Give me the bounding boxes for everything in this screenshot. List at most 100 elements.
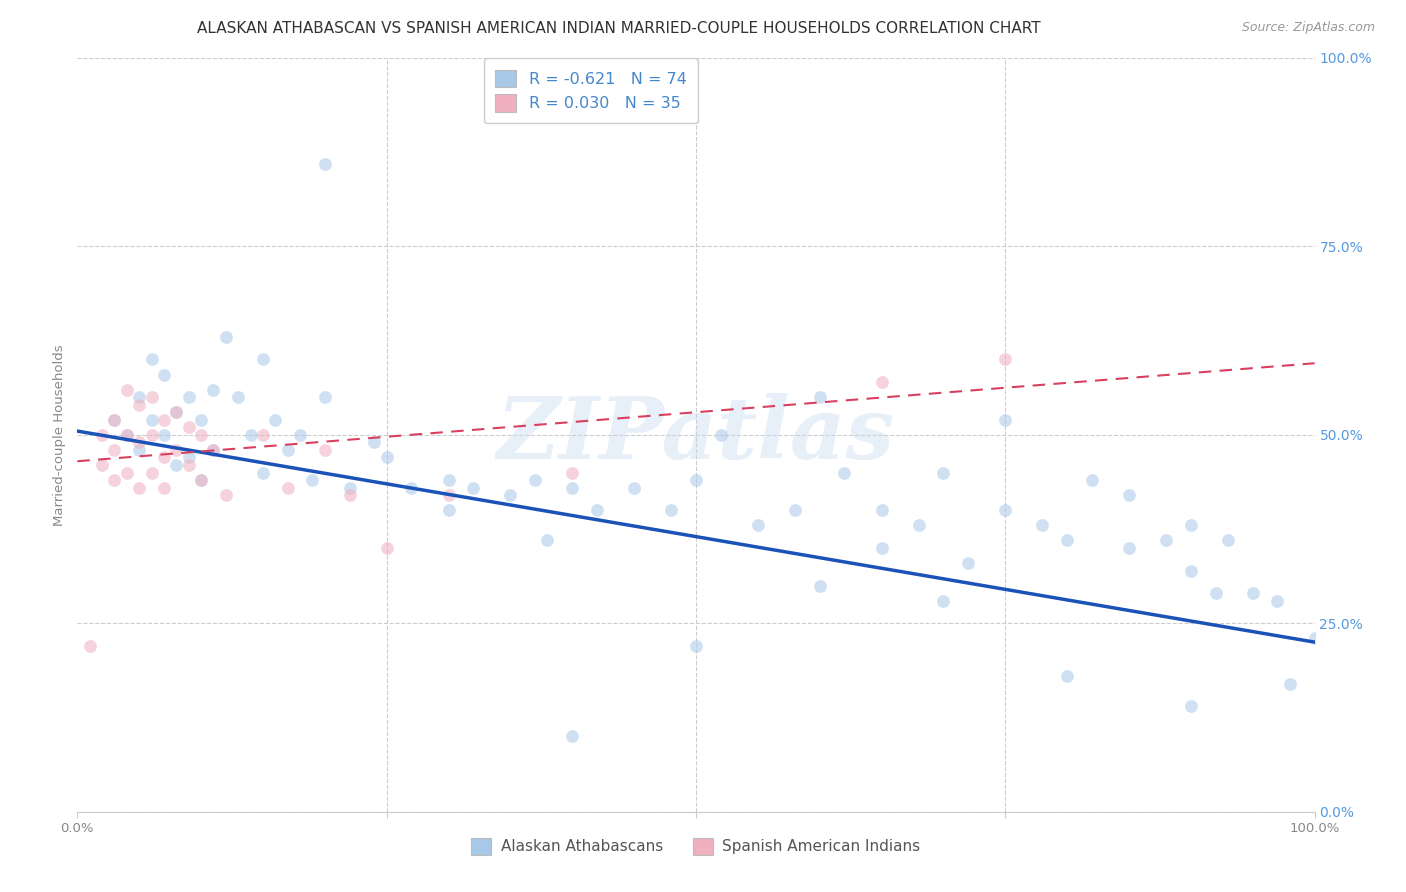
Point: [870, 375, 893, 389]
Point: [1180, 518, 1202, 533]
Point: [153, 368, 176, 382]
Point: [141, 427, 163, 442]
Point: [91, 458, 114, 472]
Point: [202, 442, 225, 457]
Point: [190, 427, 212, 442]
Point: [1180, 564, 1202, 578]
Point: [128, 481, 150, 495]
Point: [834, 466, 856, 480]
Point: [277, 442, 299, 457]
Point: [747, 518, 769, 533]
Point: [79, 639, 101, 653]
Point: [165, 405, 187, 419]
Point: [1303, 632, 1326, 646]
Point: [957, 556, 980, 570]
Text: Source: ZipAtlas.com: Source: ZipAtlas.com: [1241, 21, 1375, 34]
Point: [177, 420, 200, 434]
Point: [264, 413, 287, 427]
Point: [1056, 533, 1078, 548]
Point: [314, 156, 336, 170]
Point: [115, 466, 138, 480]
Point: [1216, 533, 1239, 548]
Point: [401, 481, 423, 495]
Point: [907, 518, 929, 533]
Point: [252, 352, 274, 367]
Point: [1205, 586, 1227, 600]
Point: [153, 450, 176, 465]
Point: [165, 405, 187, 419]
Point: [215, 488, 238, 502]
Point: [870, 503, 893, 517]
Point: [1278, 676, 1301, 690]
Point: [190, 473, 212, 487]
Point: [1118, 541, 1140, 555]
Point: [994, 413, 1017, 427]
Point: [561, 481, 583, 495]
Point: [202, 383, 225, 397]
Point: [301, 473, 323, 487]
Point: [536, 533, 558, 548]
Point: [1056, 669, 1078, 683]
Point: [103, 442, 125, 457]
Point: [870, 541, 893, 555]
Point: [177, 450, 200, 465]
Point: [623, 481, 645, 495]
Point: [375, 450, 398, 465]
Point: [141, 390, 163, 404]
Point: [153, 413, 176, 427]
Point: [499, 488, 522, 502]
Point: [808, 390, 831, 404]
Y-axis label: Married-couple Households: Married-couple Households: [53, 344, 66, 525]
Point: [165, 442, 187, 457]
Point: [252, 427, 274, 442]
Point: [463, 481, 485, 495]
Point: [1118, 488, 1140, 502]
Point: [177, 390, 200, 404]
Point: [153, 481, 176, 495]
Point: [141, 352, 163, 367]
Point: [252, 466, 274, 480]
Point: [277, 481, 299, 495]
Point: [1031, 518, 1053, 533]
Point: [994, 352, 1017, 367]
Point: [808, 578, 831, 592]
Point: [103, 413, 125, 427]
Point: [314, 442, 336, 457]
Point: [226, 390, 249, 404]
Point: [659, 503, 682, 517]
Point: [1180, 699, 1202, 714]
Point: [103, 473, 125, 487]
Point: [141, 466, 163, 480]
Point: [524, 473, 547, 487]
Point: [91, 427, 114, 442]
Point: [932, 466, 955, 480]
Point: [314, 390, 336, 404]
Point: [685, 473, 707, 487]
Point: [932, 593, 955, 607]
Point: [1267, 593, 1289, 607]
Point: [115, 427, 138, 442]
Point: [128, 390, 150, 404]
Point: [586, 503, 609, 517]
Point: [994, 503, 1017, 517]
Point: [1241, 586, 1264, 600]
Text: ZIPatlas: ZIPatlas: [496, 393, 896, 476]
Text: ALASKAN ATHABASCAN VS SPANISH AMERICAN INDIAN MARRIED-COUPLE HOUSEHOLDS CORRELAT: ALASKAN ATHABASCAN VS SPANISH AMERICAN I…: [197, 21, 1040, 36]
Point: [190, 473, 212, 487]
Point: [190, 413, 212, 427]
Point: [165, 458, 187, 472]
Point: [339, 481, 361, 495]
Point: [363, 435, 385, 450]
Point: [141, 413, 163, 427]
Point: [288, 427, 311, 442]
Point: [1081, 473, 1104, 487]
Point: [375, 541, 398, 555]
Point: [685, 639, 707, 653]
Point: [339, 488, 361, 502]
Point: [437, 488, 460, 502]
Point: [1154, 533, 1177, 548]
Point: [103, 413, 125, 427]
Point: [561, 466, 583, 480]
Point: [115, 383, 138, 397]
Point: [128, 442, 150, 457]
